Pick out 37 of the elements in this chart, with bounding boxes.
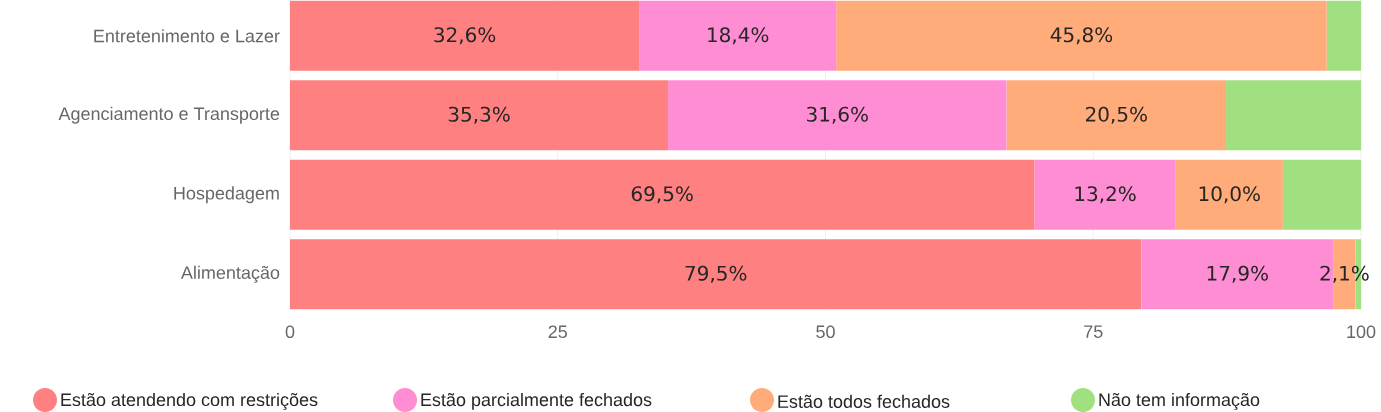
y-tick-label: Entretenimento e Lazer bbox=[94, 29, 280, 43]
bar bbox=[290, 159, 1035, 230]
data-label: 45,8% bbox=[1050, 27, 1113, 45]
legend-label: Estão todos fechados bbox=[778, 394, 950, 408]
x-tick-label: 0 bbox=[285, 325, 295, 339]
bar bbox=[836, 0, 1327, 71]
x-tick-label: 100 bbox=[1347, 325, 1376, 339]
data-label: 20,5% bbox=[1085, 106, 1147, 124]
data-label: 69,5% bbox=[631, 186, 693, 204]
bar bbox=[290, 0, 640, 71]
bar bbox=[1034, 159, 1176, 230]
bar bbox=[1226, 80, 1361, 151]
data-label: 31,6% bbox=[807, 106, 868, 124]
bar bbox=[290, 239, 1142, 310]
x-tick-label: 75 bbox=[1084, 325, 1103, 338]
legend-label: Estão parcialmente fechados bbox=[421, 392, 652, 410]
x-tick-label: 25 bbox=[548, 325, 568, 339]
bar bbox=[1006, 80, 1227, 151]
bar bbox=[1175, 159, 1283, 230]
bar bbox=[1282, 159, 1361, 230]
bar bbox=[1326, 0, 1361, 71]
data-label: 32,6% bbox=[434, 27, 496, 45]
y-tick-label: Hospedagem bbox=[174, 186, 279, 204]
legend-label: Estão atendendo com restrições bbox=[61, 392, 318, 410]
y-tick-label: Alimentação bbox=[180, 265, 280, 283]
bar bbox=[639, 0, 837, 71]
data-label: 13,2% bbox=[1075, 186, 1136, 204]
data-label: 10,0% bbox=[1199, 186, 1260, 204]
data-label: 35,3% bbox=[448, 106, 510, 124]
bar bbox=[668, 80, 1007, 151]
bar bbox=[290, 80, 669, 151]
data-label: 17,9% bbox=[1207, 265, 1268, 283]
y-tick-label: Agenciamento e Transporte bbox=[58, 106, 280, 124]
legend-label: Não tem informação bbox=[1099, 392, 1260, 410]
x-tick-label: 50 bbox=[816, 325, 835, 339]
data-label: 18,4% bbox=[708, 27, 769, 45]
data-label: 79,5% bbox=[685, 265, 747, 283]
